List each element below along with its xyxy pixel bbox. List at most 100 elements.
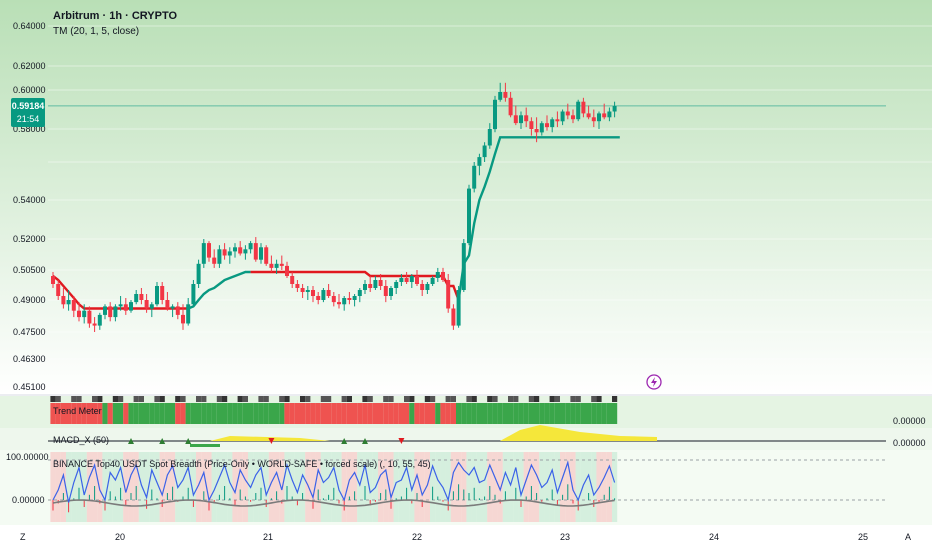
candle-body	[560, 111, 565, 122]
macd-down-marker	[268, 438, 275, 444]
candle-body	[378, 280, 383, 286]
macd-label[interactable]: MACD_X (50)	[53, 435, 109, 445]
candle-body	[123, 304, 128, 311]
trend-meter-cell	[164, 403, 170, 424]
breadth-bg-cell	[102, 452, 108, 522]
symbol-title[interactable]: Arbitrum · 1h · CRYPTO	[53, 10, 178, 22]
trend-meter-cell	[388, 403, 394, 424]
trend-line-up-segment	[457, 136, 620, 301]
candle-body	[498, 92, 503, 100]
trend-meter-cell	[211, 403, 217, 424]
trend-meter-cell	[367, 403, 373, 424]
breadth-bg-cell	[393, 452, 399, 522]
trend-meter-cell	[570, 403, 576, 424]
candle-body	[441, 272, 445, 280]
trend-meter-cell	[440, 403, 446, 424]
trend-meter-top-box	[300, 396, 306, 402]
trend-meter-cell	[253, 403, 259, 424]
breadth-bg-cell	[352, 452, 358, 522]
trend-meter-cell	[424, 403, 430, 424]
breadth-bg-cell	[60, 452, 66, 522]
trend-meter-cell	[596, 403, 602, 424]
lightning-icon[interactable]	[646, 374, 662, 390]
candle-body	[363, 284, 367, 290]
trend-meter-cell	[310, 403, 316, 424]
time-axis[interactable]: 20 21 22 23 24 25	[0, 525, 932, 550]
macd-up-marker	[341, 438, 348, 444]
candle-body	[269, 263, 274, 268]
indicator-label[interactable]: TM (20, 1, 5, close)	[53, 26, 140, 37]
breadth-bg-cell	[409, 452, 415, 522]
trend-meter-top-box	[118, 396, 124, 402]
candle-body	[238, 247, 243, 254]
candle-body	[212, 257, 217, 264]
trend-meter-cell	[487, 403, 493, 424]
trend-meter-cell	[502, 403, 508, 424]
candle-body	[347, 298, 352, 300]
breadth-bg-cell	[502, 452, 508, 522]
breadth-bg-cell	[66, 452, 72, 522]
trend-meter-cell	[138, 403, 144, 424]
candle-body	[227, 251, 232, 256]
candle-body	[565, 111, 570, 116]
candle-body	[71, 300, 76, 311]
corner-label-right[interactable]: A	[905, 532, 911, 542]
trend-meter-top-box	[591, 396, 597, 402]
candle-body	[149, 304, 154, 309]
candle-body	[430, 278, 435, 284]
breadth-label[interactable]: BINANCE Top40 USDT Spot Breadth (Price-O…	[53, 459, 431, 469]
breadth-bg-cell	[554, 452, 560, 522]
trend-meter-top-box	[570, 396, 576, 402]
trend-meter-top-box	[258, 396, 264, 402]
breadth-bg-cell	[591, 452, 597, 522]
candle-body	[233, 247, 237, 252]
corner-label-left[interactable]: Z	[20, 532, 26, 542]
candle-body	[295, 284, 300, 288]
breadth-bg-cell	[320, 452, 326, 522]
macd-up-marker	[128, 438, 134, 444]
breadth-bg-cell	[544, 452, 550, 522]
trend-meter-cell	[263, 403, 269, 424]
price-axis[interactable]: 0.64000 0.62000 0.60000 0.58000 0.54000 0.520…	[13, 21, 46, 392]
breadth-bg-cell	[268, 452, 274, 522]
breadth-bg-cell	[86, 452, 92, 522]
candle-body	[555, 119, 560, 122]
trend-meter-top-box	[492, 396, 498, 402]
macd-up-marker	[185, 438, 192, 444]
breadth-bg-cell	[336, 452, 342, 522]
trend-meter-cell	[554, 403, 560, 424]
trend-meter-label[interactable]: Trend Meter	[53, 406, 102, 416]
trend-meter-cell	[378, 403, 384, 424]
trend-meter-cell	[268, 403, 274, 424]
trend-meter-top-box	[430, 396, 436, 402]
breadth-bg-cell	[196, 452, 202, 522]
trend-meter-top-box	[373, 396, 378, 402]
candle-body	[342, 298, 347, 305]
candle-body	[404, 278, 409, 282]
trend-meter-top-box	[346, 396, 352, 402]
trend-meter-top-box	[341, 396, 347, 402]
trend-meter-top-box	[424, 396, 430, 402]
trend-meter-top-box	[549, 396, 555, 402]
trend-meter-cell	[544, 403, 550, 424]
macd-pane	[0, 425, 932, 450]
trend-meter-top-box	[71, 396, 77, 402]
trend-meter-cell	[508, 403, 514, 424]
macd-histogram	[190, 444, 220, 447]
candle-body	[61, 296, 66, 305]
candle-body	[545, 123, 549, 128]
trend-meter-top-box	[404, 396, 410, 402]
candle-body	[155, 286, 159, 305]
trend-meter-top-box	[518, 396, 523, 402]
breadth-bg-cell	[404, 452, 410, 522]
candle-body	[170, 306, 175, 309]
trend-meter-top-box	[326, 396, 332, 402]
trend-meter-top-box	[269, 396, 274, 402]
trend-meter-top-box	[92, 396, 98, 402]
trend-meter-top-box	[128, 396, 133, 402]
trend-meter-cell	[76, 403, 82, 424]
trend-meter-cell	[560, 403, 566, 424]
trend-meter-cell	[476, 403, 482, 424]
